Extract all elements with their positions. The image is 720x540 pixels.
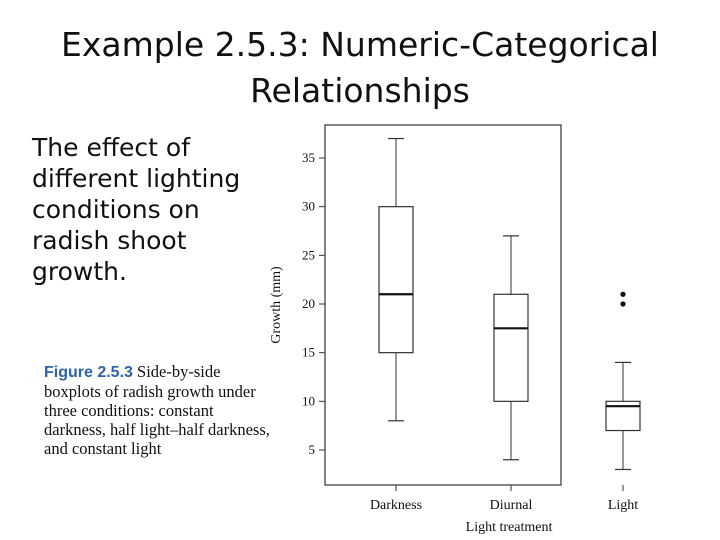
body-line: conditions on <box>32 195 200 224</box>
figure-caption: Figure 2.5.3 Side-by-side boxplots of ra… <box>44 362 270 458</box>
body-line: growth. <box>32 257 127 286</box>
body-line: radish shoot <box>32 226 187 255</box>
y-tick-label: 20 <box>302 296 315 311</box>
plot-frame <box>324 124 562 486</box>
x-tick-label: Darkness <box>370 498 422 513</box>
outlier-point <box>620 301 626 307</box>
slide-body-text: The effect of different lighting conditi… <box>32 132 272 287</box>
boxplot-chart: 5 10 15 20 25 30 35 Growth (mm) Darkness Diurnal L… <box>269 124 641 535</box>
y-tick-label: 15 <box>302 345 315 360</box>
x-tick-label: Diurnal <box>490 498 533 513</box>
body-line: different lighting <box>32 164 241 193</box>
y-tick-label: 5 <box>309 442 316 457</box>
outlier-point <box>620 291 626 297</box>
box-iqr <box>378 206 414 354</box>
box-iqr <box>493 293 529 402</box>
figure-caption-label: Figure 2.5.3 <box>44 364 133 381</box>
slide-title-line-1: Example 2.5.3: Numeric-Categorical <box>61 25 659 64</box>
figure-caption-text: Side-by-side boxplots of radish growth u… <box>44 362 270 458</box>
y-tick-label: 30 <box>302 199 315 214</box>
slide-title-line-2: Relationships <box>250 71 470 110</box>
slide-title: Example 2.5.3: Numeric-Categorical Relat… <box>40 22 680 114</box>
body-line: The effect of <box>32 133 191 162</box>
x-tick-label: Light <box>608 498 638 513</box>
y-tick-label: 10 <box>302 393 315 408</box>
y-axis-label: Growth (mm) <box>269 266 284 344</box>
y-tick-label: 35 <box>302 150 315 165</box>
x-axis-label: Light treatment <box>466 520 553 535</box>
y-tick-label: 25 <box>302 247 315 262</box>
